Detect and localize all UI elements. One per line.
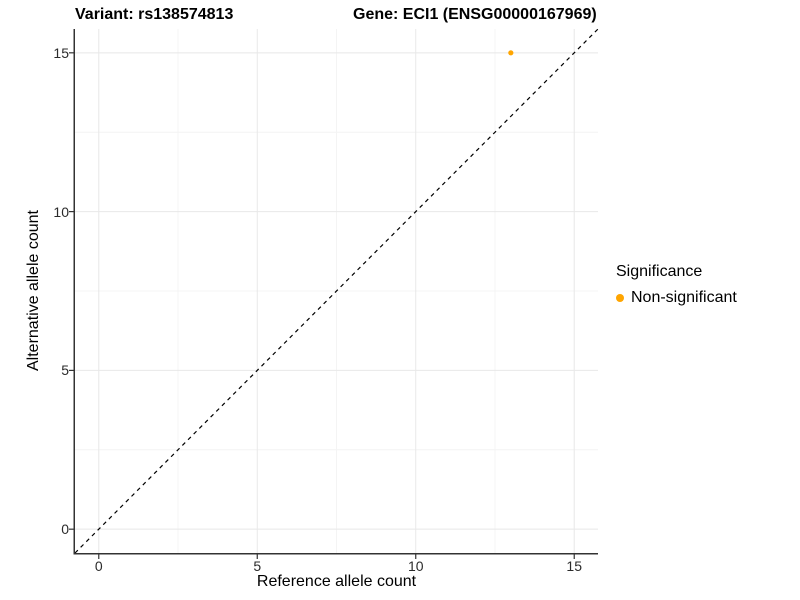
legend: Significance Non-significant bbox=[616, 263, 737, 307]
x-tick-label: 15 bbox=[566, 558, 583, 574]
y-tick-label: 0 bbox=[61, 521, 69, 538]
y-tick-label: 10 bbox=[53, 203, 69, 220]
y-tick-label: 15 bbox=[53, 44, 69, 61]
x-tick-label: 0 bbox=[94, 558, 103, 574]
x-tick-label: 5 bbox=[253, 558, 262, 574]
x-tick-label: 10 bbox=[407, 558, 424, 574]
plot-title-variant: Variant: rs138574813 bbox=[75, 6, 234, 23]
legend-item: Non-significant bbox=[616, 289, 737, 307]
legend-point-icon bbox=[616, 294, 624, 302]
plot-title-gene: Gene: ECI1 (ENSG00000167969) bbox=[353, 6, 597, 23]
x-axis-title: Reference allele count bbox=[256, 573, 417, 590]
legend-items: Non-significant bbox=[616, 289, 737, 307]
data-point bbox=[508, 50, 514, 56]
y-tick-label: 5 bbox=[61, 362, 69, 379]
diagonal-reference-line bbox=[74, 28, 599, 554]
legend-title: Significance bbox=[616, 263, 703, 280]
legend-item-label: Non-significant bbox=[631, 289, 737, 306]
